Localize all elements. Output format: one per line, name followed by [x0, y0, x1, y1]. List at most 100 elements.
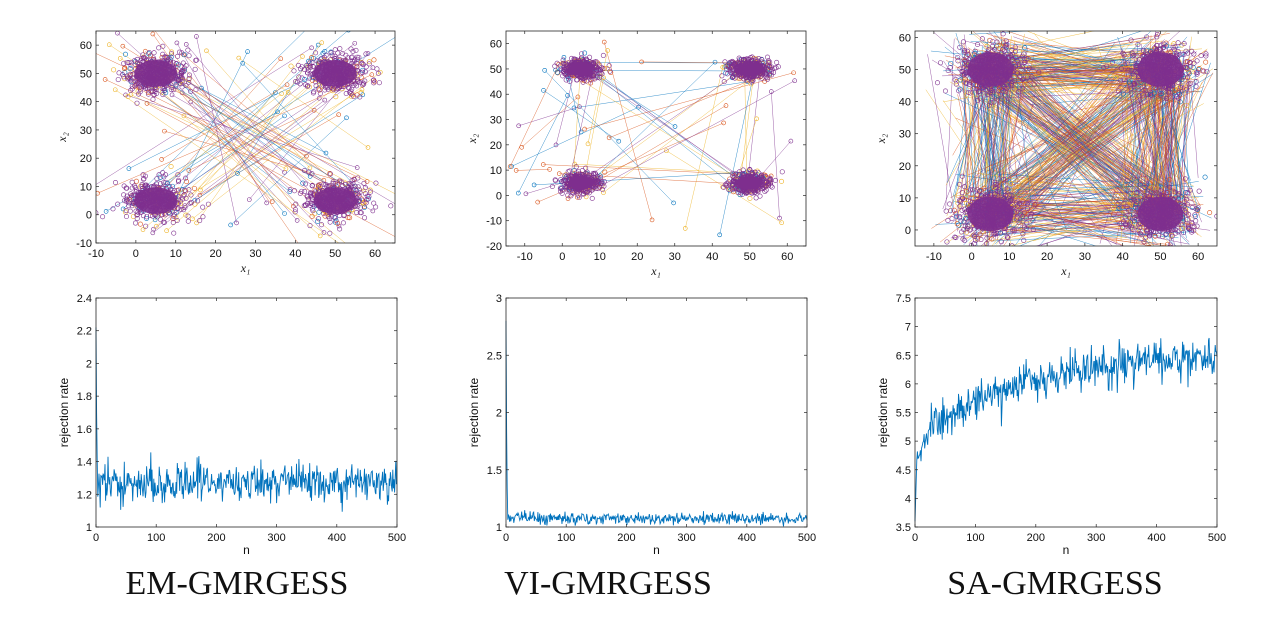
cluster-point [171, 230, 177, 236]
cluster-point [749, 77, 755, 83]
cluster-point [173, 61, 179, 67]
cluster-point [193, 87, 199, 93]
cluster-point [332, 47, 338, 53]
transition-line [1016, 78, 1192, 188]
transition-line [196, 42, 322, 224]
cluster-point [122, 51, 128, 57]
cluster-point [746, 57, 752, 63]
cluster-point [768, 183, 774, 189]
cluster-point [349, 177, 355, 183]
cluster-point [962, 76, 968, 82]
transition-point [515, 190, 521, 196]
sa-scatter-plot-area [925, 31, 1217, 246]
cluster-point [388, 203, 394, 209]
cluster-point [358, 210, 364, 216]
cluster-point [305, 67, 311, 73]
cluster-point [974, 86, 980, 92]
transition-line [1019, 184, 1167, 246]
cluster-point [934, 80, 940, 86]
transition-point [577, 104, 582, 110]
cluster-point [568, 173, 574, 179]
cluster-point [727, 188, 733, 194]
transition-point [754, 116, 759, 122]
cluster-point [128, 87, 134, 93]
cluster-point [153, 87, 159, 93]
cluster-point [315, 218, 321, 224]
transition-line [977, 85, 1185, 213]
cluster-point [361, 81, 367, 87]
cluster-point [200, 214, 206, 220]
cluster-point [161, 86, 167, 92]
transition-point [282, 211, 287, 216]
y-axis-label: x₂ [465, 134, 479, 145]
cluster-point [597, 62, 603, 68]
transition-point [287, 187, 293, 192]
transition-point [278, 56, 284, 62]
transition-point [159, 157, 164, 162]
cluster-point [724, 71, 730, 77]
x-tick-label: 40 [289, 248, 301, 260]
cluster-point [140, 52, 146, 58]
cluster-point [348, 55, 354, 61]
cluster-point [574, 77, 580, 83]
cluster-point [293, 78, 299, 84]
cluster-point [347, 215, 353, 221]
transition-point [303, 251, 307, 255]
cluster-point [726, 179, 732, 185]
transition-line [161, 58, 281, 193]
transition-line [987, 199, 1157, 216]
cluster-point [1012, 78, 1018, 84]
cluster-point [728, 69, 734, 75]
cluster-point [1016, 62, 1022, 68]
transition-line [537, 122, 724, 203]
cluster-point [955, 58, 961, 64]
transition-point [235, 171, 240, 176]
transition-line [521, 96, 579, 148]
transition-line [579, 80, 795, 198]
cluster-point [769, 184, 775, 190]
y-tick-label: 60 [490, 39, 502, 51]
cluster-point [1004, 41, 1010, 47]
transition-line [1154, 101, 1157, 195]
transition-line [609, 76, 759, 139]
transition-line [685, 67, 723, 229]
cluster-point [975, 89, 981, 95]
cluster-point [121, 60, 127, 66]
cluster-point [1016, 89, 1022, 95]
cluster-point [743, 57, 749, 63]
cluster-point [164, 55, 170, 61]
transition-point [723, 103, 729, 108]
transition-point [336, 223, 342, 229]
transition-point [140, 227, 146, 232]
cluster-point [582, 50, 588, 56]
transition-line [566, 61, 596, 191]
transition-line [956, 79, 979, 218]
transition-line [152, 33, 299, 243]
cluster-point [305, 65, 311, 71]
transition-line [744, 70, 748, 189]
transition-point [323, 150, 329, 156]
transition-line [242, 63, 356, 187]
cluster-point [110, 206, 116, 212]
cluster-point [594, 75, 600, 81]
cluster-point [594, 67, 600, 73]
transition-point [322, 97, 328, 103]
transition-line [996, 40, 1163, 64]
cluster-point [129, 179, 135, 185]
transition-line [588, 68, 757, 190]
cluster-point [186, 53, 192, 59]
cluster-point [336, 178, 342, 184]
transition-line [518, 95, 568, 194]
cluster-point [1000, 31, 1006, 37]
cluster-point [729, 58, 735, 64]
cluster-point [357, 205, 363, 211]
transition-line [153, 59, 307, 157]
cluster-point [598, 70, 604, 76]
cluster-point [145, 86, 151, 92]
y-tick-label: 50 [490, 64, 502, 76]
cluster-point [1020, 85, 1026, 91]
cluster-point [362, 191, 368, 197]
cluster-point [154, 90, 160, 96]
